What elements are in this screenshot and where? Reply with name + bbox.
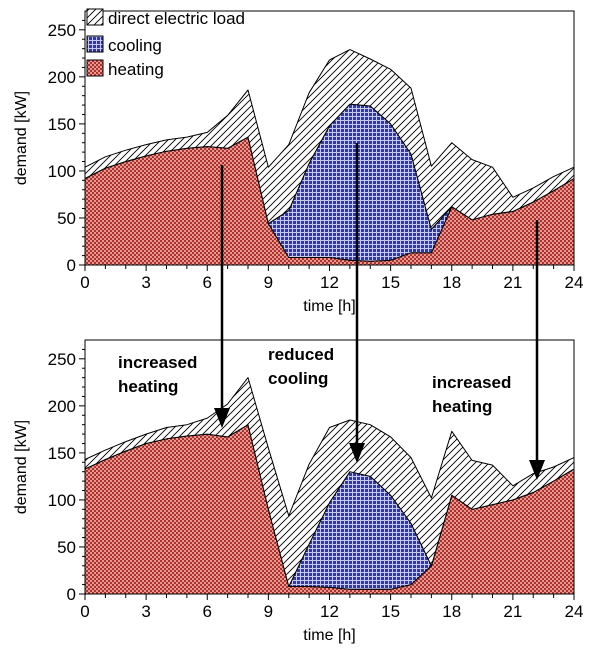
y-tick-label: 0 <box>67 585 76 604</box>
x-tick-label: 12 <box>320 273 339 292</box>
y-tick-label: 50 <box>57 209 76 228</box>
legend-swatch-heating <box>86 59 104 77</box>
arrow-reduced-cooling <box>349 143 365 463</box>
legend-label-cooling: cooling <box>108 36 162 55</box>
y-tick-label: 150 <box>48 444 76 463</box>
arrow-increased-heating-2 <box>529 220 545 480</box>
arrows <box>214 143 545 480</box>
x-tick-label: 18 <box>442 602 461 621</box>
annotation-line: heating <box>432 397 492 416</box>
annotation-line: cooling <box>268 369 328 388</box>
x-tick-label: 6 <box>203 602 212 621</box>
y-tick-label: 50 <box>57 538 76 557</box>
chart-top: 0 3 6 9 12 15 18 21 24 0 50 100 150 200 250 time [h] d… <box>13 8 584 315</box>
y-tick-label: 250 <box>48 350 76 369</box>
annotation-reduced-cooling: reduced cooling <box>268 345 339 388</box>
y-tick-label: 200 <box>48 397 76 416</box>
x-tick-label: 9 <box>264 602 273 621</box>
x-tick-label: 6 <box>203 273 212 292</box>
x-axis-label: time [h] <box>303 627 355 644</box>
legend-swatch-cooling <box>86 35 104 53</box>
x-tick-label: 12 <box>320 602 339 621</box>
x-tick-label: 3 <box>141 602 150 621</box>
y-tick-label: 200 <box>48 68 76 87</box>
x-tick-label: 15 <box>381 602 400 621</box>
x-tick-label: 21 <box>503 273 522 292</box>
x-tick-label: 24 <box>565 273 584 292</box>
x-axis-label: time [h] <box>303 298 355 315</box>
y-axis-label: demand [kW] <box>13 420 30 514</box>
x-tick-label: 21 <box>503 602 522 621</box>
annotation-line: reduced <box>268 345 334 364</box>
arrow-increased-heating-1 <box>214 165 230 428</box>
x-tick-label: 3 <box>141 273 150 292</box>
annotation-line: increased <box>118 353 197 372</box>
x-tick-label: 24 <box>565 602 584 621</box>
x-tick-label: 18 <box>442 273 461 292</box>
x-tick-label: 0 <box>80 273 89 292</box>
annotation-line: heating <box>118 377 178 396</box>
y-tick-label: 100 <box>48 162 76 181</box>
x-tick-label: 15 <box>381 273 400 292</box>
y-tick-label: 100 <box>48 491 76 510</box>
legend-swatch-direct <box>86 8 104 26</box>
y-tick-label: 0 <box>67 256 76 275</box>
legend-label-heating: heating <box>108 60 164 79</box>
legend: direct electric load cooling heating <box>86 8 245 79</box>
annotation-increased-heating-2: increased heating <box>432 373 516 416</box>
y-axis-label: demand [kW] <box>13 91 30 185</box>
x-tick-label: 9 <box>264 273 273 292</box>
annotation-line: increased <box>432 373 511 392</box>
y-tick-label: 250 <box>48 21 76 40</box>
x-tick-label: 0 <box>80 602 89 621</box>
annotation-increased-heating-1: increased heating <box>118 353 202 396</box>
legend-label-direct: direct electric load <box>108 9 245 28</box>
y-tick-label: 150 <box>48 115 76 134</box>
chart-bottom: 0 3 6 9 12 15 18 21 24 0 50 100 150 200 250 time [h] d… <box>13 339 584 644</box>
